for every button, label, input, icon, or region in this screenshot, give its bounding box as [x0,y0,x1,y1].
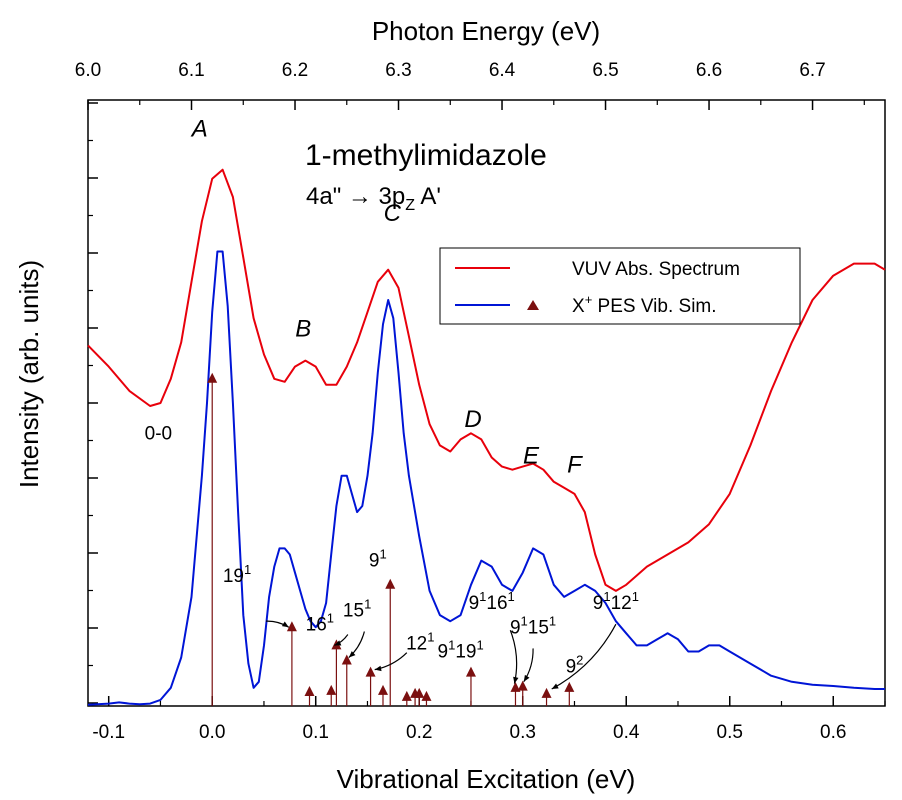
stick-marker [341,654,352,665]
chart-title: 1-methylimidazole [305,139,547,172]
stick-marker [421,690,432,701]
stick-marker [365,666,376,677]
stick-marker [564,681,575,692]
top-axis-label: Photon Energy (eV) [372,16,600,46]
subtitle-main: 4a" → 3p [306,183,405,210]
stick-label: 91191 [438,638,484,663]
series-line-vuv [87,168,886,592]
x-tick-label: 0.0 [199,722,225,743]
peak-label-c: C [384,200,402,227]
x2-tick-label: 6.2 [282,60,308,81]
x2-tick-label: 6.3 [385,60,411,81]
x2-tick-label: 6.4 [489,60,516,81]
x-tick-label: 0.4 [613,722,640,743]
legend-marker-stick [527,300,539,310]
stick-marker [414,687,425,698]
peak-label-d: D [464,406,481,433]
x2-tick-label: 6.6 [696,60,722,81]
stick-label: 0-0 [145,423,172,444]
x-tick-label: 0.5 [717,722,743,743]
series-layer [87,168,886,706]
peak-label-a: A [190,115,208,142]
peak-label-f: F [567,452,583,479]
callout-arrowhead [513,676,519,684]
stick-marker [326,684,337,695]
callout-arrowhead [523,674,530,682]
callout-arrowhead [551,683,559,690]
stick-label: 161 [306,610,334,635]
legend-label-pes: X+ PES Vib. Sim. [572,292,717,317]
stick-marker [401,690,412,701]
legend-box [439,247,801,325]
x-tick-label: 0.3 [510,722,536,743]
stick-marker [304,686,315,697]
stick-marker [465,666,476,677]
x2-tick-label: 6.5 [592,60,618,81]
callout-arrow [551,623,617,690]
peak-label-b: B [295,315,311,342]
x-tick-label: 0.1 [303,722,329,743]
stick-label: 121 [406,630,434,655]
stick-label: 91 [369,547,387,572]
x2-tick-label: 6.7 [799,60,825,81]
stick-marker [510,681,521,692]
x-tick-label: 0.6 [820,722,846,743]
chart-subtitle: 4a" → 3pZ A' [306,183,441,214]
stick-marker [377,684,388,695]
x-tick-label: -0.1 [92,722,125,743]
callout-arrowhead [348,651,356,658]
stick-marker [385,578,396,589]
callout-arrowhead [334,640,342,646]
stick-layer [207,372,575,706]
stick-label: 91151 [510,613,556,638]
legend: VUV Abs. Spectrum X+ PES Vib. Sim. [439,247,801,325]
subtitle-tail: A' [415,183,441,210]
x2-tick-label: 6.0 [75,60,101,81]
legend-label-vuv: VUV Abs. Spectrum [572,259,740,280]
x2-tick-label: 6.1 [178,60,204,81]
stick-label: 91121 [593,589,639,614]
stick-marker [286,621,297,632]
bottom-axis-label: Vibrational Excitation (eV) [337,764,636,794]
stick-label: 151 [343,596,371,621]
y-axis-label: Intensity (arb. units) [14,260,44,488]
peak-label-e: E [523,443,540,470]
stick-label: 92 [566,653,584,678]
callout-arrowhead [374,665,382,672]
stick-marker [517,680,528,691]
stick-label: 191 [223,562,251,587]
x-tick-label: 0.2 [406,722,432,743]
stick-marker [207,372,218,383]
series-line-pes [87,250,885,706]
callout-arrowhead [281,621,289,628]
stick-label: 91161 [469,589,515,614]
stick-marker [541,687,552,698]
subtitle-subscript: Z [405,197,415,214]
